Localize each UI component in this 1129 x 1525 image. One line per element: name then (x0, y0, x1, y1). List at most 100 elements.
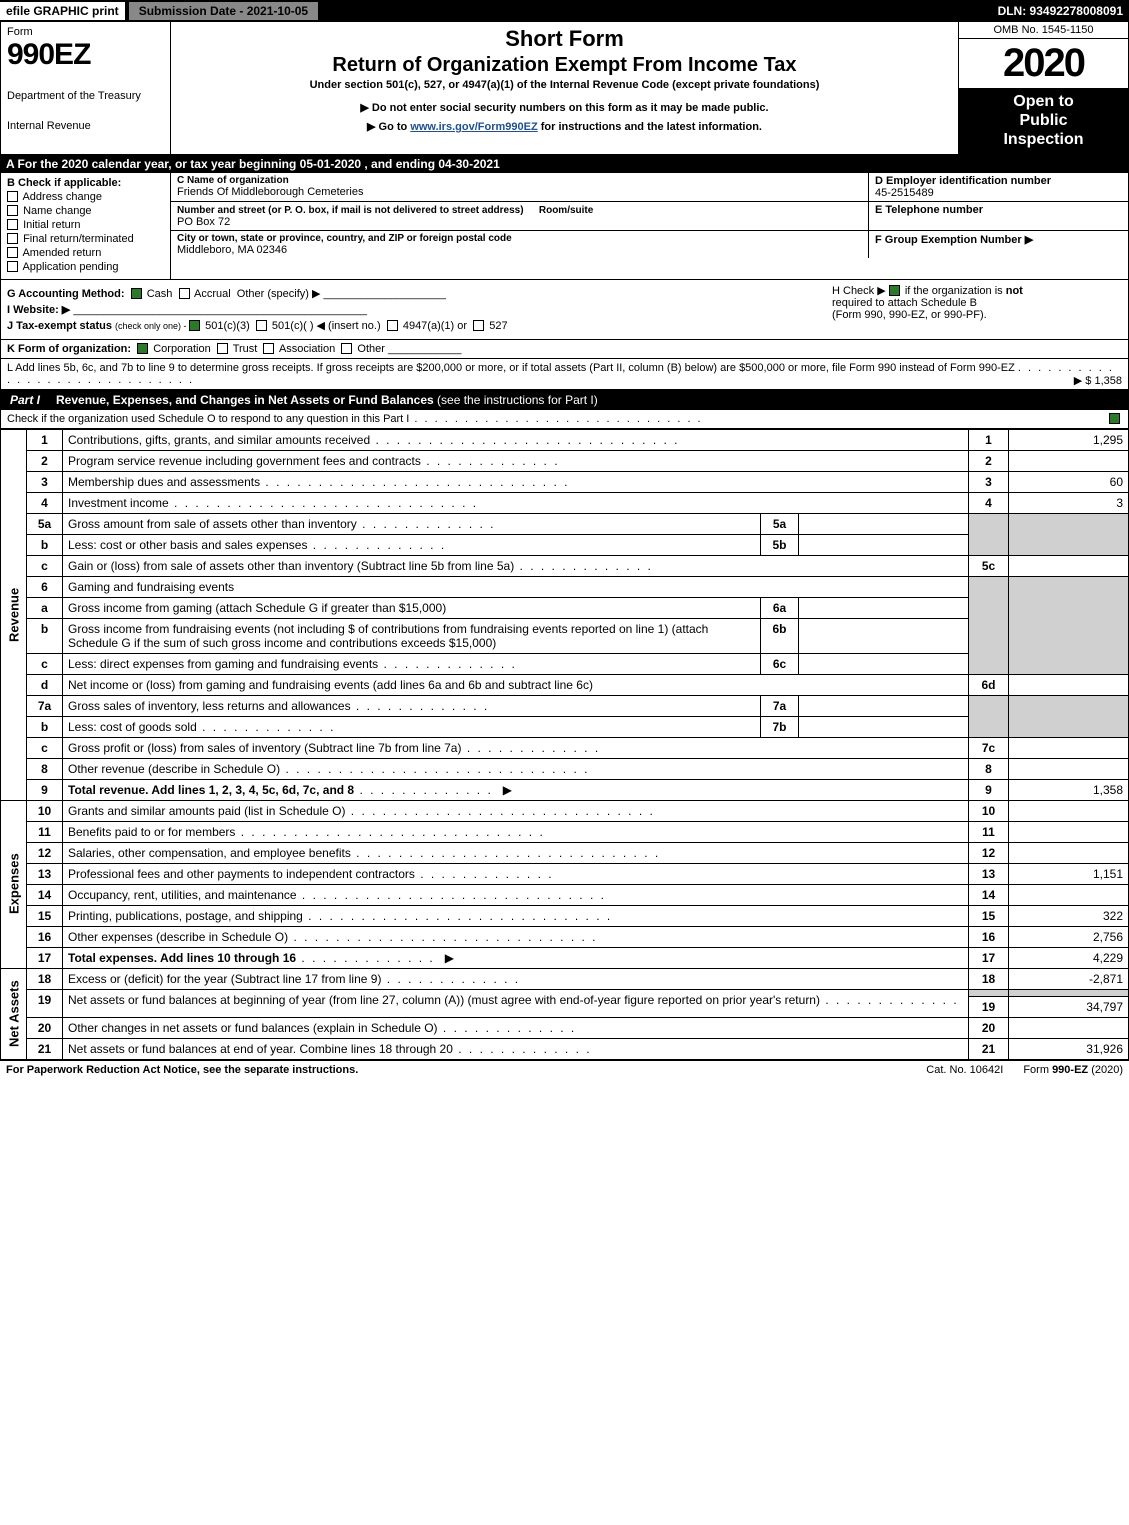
efile-print-label[interactable]: efile GRAPHIC print (0, 2, 125, 20)
footer-right-pre: Form (1023, 1064, 1052, 1076)
chk-accrual[interactable] (179, 288, 190, 299)
chk-association[interactable] (263, 343, 274, 354)
l6c-num: c (27, 653, 63, 674)
l19-shade (969, 989, 1009, 996)
short-form-title: Short Form (179, 26, 950, 52)
chk-trust[interactable] (217, 343, 228, 354)
footer-right: Form 990-EZ (2020) (1023, 1064, 1123, 1076)
l12-desc: Salaries, other compensation, and employ… (63, 842, 969, 863)
org-name: Friends Of Middleborough Cemeteries (177, 186, 862, 198)
l6d-val (1009, 674, 1129, 695)
l6b-num: b (27, 618, 63, 653)
l4-col: 4 (969, 492, 1009, 513)
k-assoc: Association (279, 343, 335, 355)
g-other-label: Other (specify) ▶ (237, 288, 321, 300)
irs-link[interactable]: www.irs.gov/Form990EZ (410, 121, 537, 133)
j-opt3: 4947(a)(1) or (403, 320, 467, 332)
l19-col: 19 (969, 996, 1009, 1017)
open-line1: Open to (961, 92, 1126, 111)
l14-val (1009, 884, 1129, 905)
l6a-subval (799, 597, 969, 618)
l5a-num: 5a (27, 513, 63, 534)
l20-val (1009, 1017, 1129, 1038)
chk-corporation[interactable] (137, 343, 148, 354)
l7a-subval (799, 695, 969, 716)
chk-application-pending[interactable]: Application pending (7, 261, 164, 273)
section-d: D Employer identification number 45-2515… (868, 173, 1128, 201)
part1-title: Revenue, Expenses, and Changes in Net As… (50, 390, 1129, 410)
j-label: J Tax-exempt status (7, 320, 115, 332)
l6a-num: a (27, 597, 63, 618)
l7c-val (1009, 737, 1129, 758)
do-not-enter-text: ▶ Do not enter social security numbers o… (179, 101, 950, 114)
l20-num: 20 (27, 1017, 63, 1038)
l21-col: 21 (969, 1038, 1009, 1059)
l11-desc: Benefits paid to or for members (63, 821, 969, 842)
l6d-num: d (27, 674, 63, 695)
dept-treasury: Department of the Treasury (7, 90, 164, 102)
l1-num: 1 (27, 429, 63, 450)
chk-initial-return[interactable]: Initial return (7, 219, 164, 231)
l20-col: 20 (969, 1017, 1009, 1038)
l7b-num: b (27, 716, 63, 737)
i-label: I Website: ▶ (7, 304, 70, 316)
section-j: J Tax-exempt status (check only one) - 5… (7, 319, 822, 332)
l8-num: 8 (27, 758, 63, 779)
l15-col: 15 (969, 905, 1009, 926)
l16-num: 16 (27, 926, 63, 947)
k-other: Other (357, 343, 385, 355)
footer-catno: Cat. No. 10642I (906, 1064, 1023, 1076)
j-opt4: 527 (489, 320, 507, 332)
goto-post: for instructions and the latest informat… (538, 121, 762, 133)
f-group-label: F Group Exemption Number ▶ (875, 233, 1122, 246)
chk-4947[interactable] (387, 320, 398, 331)
chk-cash[interactable] (131, 288, 142, 299)
section-c-city: City or town, state or province, country… (171, 231, 868, 258)
dept-irs: Internal Revenue (7, 120, 164, 132)
chk-final-return-label: Final return/terminated (23, 233, 134, 245)
l13-desc: Professional fees and other payments to … (63, 863, 969, 884)
l19-desc: Net assets or fund balances at beginning… (63, 989, 969, 1017)
chk-amended-return[interactable]: Amended return (7, 247, 164, 259)
chk-final-return[interactable]: Final return/terminated (7, 233, 164, 245)
l9-num: 9 (27, 779, 63, 800)
l5-shade-val (1009, 513, 1129, 555)
l14-num: 14 (27, 884, 63, 905)
chk-other-org[interactable] (341, 343, 352, 354)
chk-527[interactable] (473, 320, 484, 331)
l15-num: 15 (27, 905, 63, 926)
h-line2: required to attach Schedule B (832, 297, 977, 309)
l3-col: 3 (969, 471, 1009, 492)
lines-table: Revenue 1 Contributions, gifts, grants, … (0, 429, 1129, 1060)
l10-num: 10 (27, 800, 63, 821)
l6-shade (969, 576, 1009, 674)
l5b-desc: Less: cost or other basis and sales expe… (63, 534, 761, 555)
chk-name-change[interactable]: Name change (7, 205, 164, 217)
chk-501c[interactable] (256, 320, 267, 331)
l6b-sub: 6b (761, 618, 799, 653)
h-pre: H Check ▶ (832, 285, 889, 297)
chk-schedule-b[interactable] (889, 285, 900, 296)
l7c-desc: Gross profit or (loss) from sales of inv… (63, 737, 969, 758)
chk-schedule-o[interactable] (1109, 413, 1120, 424)
l20-desc: Other changes in net assets or fund bala… (63, 1017, 969, 1038)
l5a-desc: Gross amount from sale of assets other t… (63, 513, 761, 534)
j-opt1: 501(c)(3) (205, 320, 250, 332)
l4-desc: Investment income (63, 492, 969, 513)
chk-address-change-label: Address change (22, 191, 102, 203)
l6a-desc: Gross income from gaming (attach Schedul… (63, 597, 761, 618)
l7a-num: 7a (27, 695, 63, 716)
g-accrual-label: Accrual (194, 288, 231, 300)
chk-address-change[interactable]: Address change (7, 191, 164, 203)
section-cdef: C Name of organization Friends Of Middle… (171, 173, 1128, 279)
chk-application-pending-label: Application pending (22, 261, 118, 273)
l1-desc: Contributions, gifts, grants, and simila… (63, 429, 969, 450)
l19-val: 34,797 (1009, 996, 1129, 1017)
l6c-subval (799, 653, 969, 674)
section-c-street: Number and street (or P. O. box, if mail… (171, 202, 868, 230)
footer-right-post: (2020) (1088, 1064, 1123, 1076)
header-right: OMB No. 1545-1150 2020 Open to Public In… (958, 22, 1128, 154)
l-text: L Add lines 5b, 6c, and 7b to line 9 to … (7, 362, 1015, 374)
l4-num: 4 (27, 492, 63, 513)
chk-501c3[interactable] (189, 320, 200, 331)
